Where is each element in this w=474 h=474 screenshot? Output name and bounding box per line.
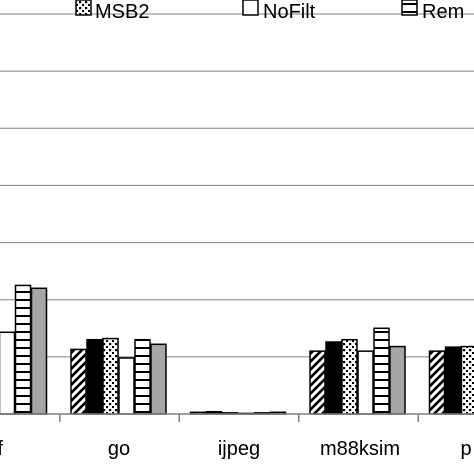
bar-go-series-3	[102, 337, 119, 415]
legend-label-msb2: MSB2	[95, 1, 149, 23]
gridlines	[0, 70, 474, 358]
bar-m88ksim-series-4	[357, 350, 374, 415]
x-label-m88ksim: m88ksim	[320, 438, 400, 460]
legend-label-rem: Rem	[422, 1, 464, 23]
legend-item-rem: Rem	[401, 0, 464, 23]
bar-off-series-5	[14, 284, 32, 415]
x-label-go: go	[108, 438, 130, 460]
bar-m88ksim-series-3	[341, 338, 358, 415]
bar-go-series-5	[134, 338, 151, 415]
bar-p-series-3	[460, 345, 474, 415]
x-axis-labels: off go ijpeg m88ksim p	[0, 438, 472, 460]
x-label-off: off	[0, 438, 3, 460]
bar-p-series-1	[428, 350, 446, 415]
bar-m88ksim-series-2	[325, 341, 342, 415]
legend-label-nofilt: NoFilt	[263, 1, 316, 23]
x-label-ijpeg: ijpeg	[218, 438, 260, 460]
legend-item-nofilt: NoFilt	[242, 0, 316, 23]
x-label-p: p	[460, 438, 471, 460]
bar-go-series-4	[118, 357, 135, 415]
bar-off-series-6	[30, 287, 48, 415]
bars	[0, 284, 474, 415]
bar-off-series-4	[0, 331, 16, 415]
x-axis-ticks	[59, 414, 419, 422]
legend-swatch-msb2	[75, 0, 92, 16]
legend-item-msb2: MSB2	[75, 0, 149, 23]
bar-m88ksim-series-6	[389, 345, 406, 415]
bar-m88ksim-series-1	[309, 350, 326, 415]
bar-go-series-6	[150, 343, 167, 415]
legend-swatch-nofilt	[242, 0, 259, 16]
bar-go-series-1	[70, 348, 87, 415]
bar-go-series-2	[86, 338, 103, 415]
legend: MSB2 NoFilt Rem	[75, 0, 464, 23]
bar-m88ksim-series-5	[373, 327, 390, 415]
bar-p-series-2	[444, 346, 462, 415]
legend-swatch-rem	[401, 0, 418, 16]
